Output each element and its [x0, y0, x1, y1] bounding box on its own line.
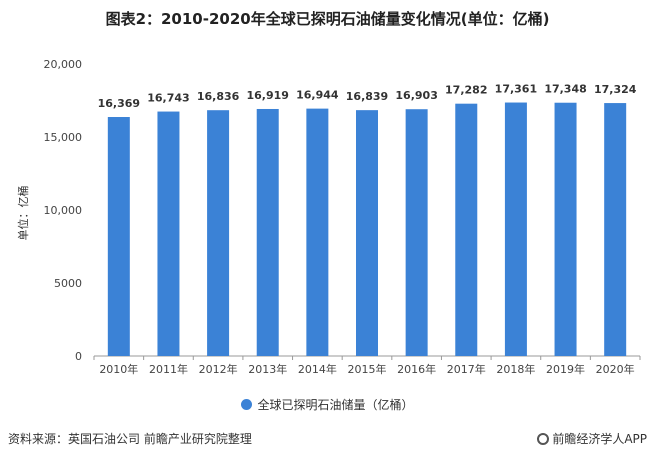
y-tick-label: 20,000: [44, 58, 83, 71]
bar: [207, 110, 230, 356]
source-note: 资料来源：英国石油公司 前瞻产业研究院整理: [8, 432, 252, 446]
x-tick-label: 2020年: [596, 362, 635, 376]
chart-axes: 0 5000 10,000 15,000 20,000 2010年 2011年 2012年 20…: [44, 58, 641, 376]
bar-data-label: 16,944: [296, 89, 339, 102]
y-tick-label: 15,000: [44, 131, 83, 144]
x-tick-label: 2011年: [149, 362, 188, 376]
bar-data-label: 16,369: [98, 97, 140, 110]
x-tick-label: 2012年: [199, 362, 238, 376]
x-tick-label: 2015年: [348, 362, 387, 376]
x-tick-label: 2010年: [99, 362, 138, 376]
bar-data-label: 17,348: [544, 83, 586, 96]
bar: [157, 111, 180, 356]
x-tick-label: 2017年: [447, 362, 486, 376]
y-tick-label: 0: [75, 350, 82, 363]
chart-data-labels: 16,369 16,743 16,836 16,919 16,944 16,839 16,9…: [98, 83, 637, 110]
legend-label: 全球已探明石油储量（亿桶）: [257, 398, 414, 412]
bar: [604, 103, 627, 356]
x-tick-label: 2019年: [546, 362, 585, 376]
x-tick-label: 2014年: [298, 362, 337, 376]
bar: [504, 102, 527, 356]
legend-marker: [241, 399, 253, 410]
bar: [107, 117, 130, 356]
bar: [356, 110, 378, 356]
brand-name: 前瞻经济学人APP: [552, 432, 647, 446]
bar-data-label: 17,324: [594, 83, 637, 96]
y-axis-label: 单位：亿桶: [16, 186, 30, 241]
chart-bars: [107, 102, 627, 356]
chart-title: 图表2：2010-2020年全球已探明石油储量变化情况(单位：亿桶): [105, 10, 550, 28]
bar-data-label: 16,839: [346, 90, 388, 103]
bar: [256, 108, 279, 356]
bar: [306, 108, 329, 356]
y-tick-label: 10,000: [44, 204, 83, 217]
brand-credit: 前瞻经济学人APP: [537, 430, 647, 447]
bar-data-label: 16,836: [197, 90, 240, 103]
bar-data-label: 16,743: [147, 92, 189, 105]
chart-legend: 全球已探明石油储量（亿桶）: [0, 396, 655, 413]
bar-data-label: 16,919: [247, 89, 289, 102]
x-tick-label: 2013年: [248, 362, 287, 376]
bar: [554, 102, 577, 356]
y-tick-label: 5000: [54, 277, 82, 290]
bar-data-label: 16,903: [395, 89, 437, 102]
bar: [405, 109, 428, 356]
bar: [455, 103, 478, 356]
x-tick-label: 2016年: [397, 362, 436, 376]
bar-data-label: 17,361: [495, 83, 537, 96]
bar-data-label: 17,282: [445, 84, 487, 97]
x-tick-label: 2018年: [496, 362, 535, 376]
brand-logo-icon: [537, 433, 550, 445]
